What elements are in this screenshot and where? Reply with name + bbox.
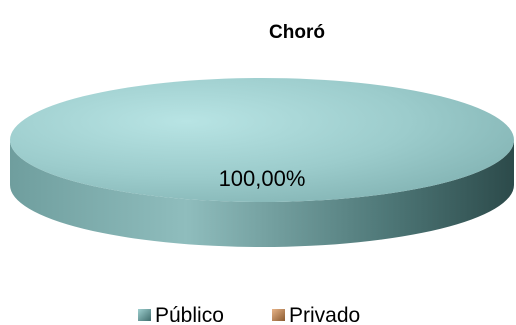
data-label-publico: 100,00% bbox=[219, 166, 306, 191]
legend-label-publico: Público bbox=[155, 304, 224, 325]
pie-slices: 100,00% bbox=[10, 78, 514, 247]
legend: Público Privado bbox=[138, 304, 360, 325]
chart-title: Choró bbox=[269, 22, 325, 43]
legend-swatch-publico bbox=[138, 309, 151, 321]
pie-slice-publico bbox=[10, 78, 514, 202]
legend-label-privado: Privado bbox=[289, 304, 360, 325]
legend-swatch-privado bbox=[272, 309, 285, 321]
pie-slice-side-publico bbox=[10, 140, 514, 247]
